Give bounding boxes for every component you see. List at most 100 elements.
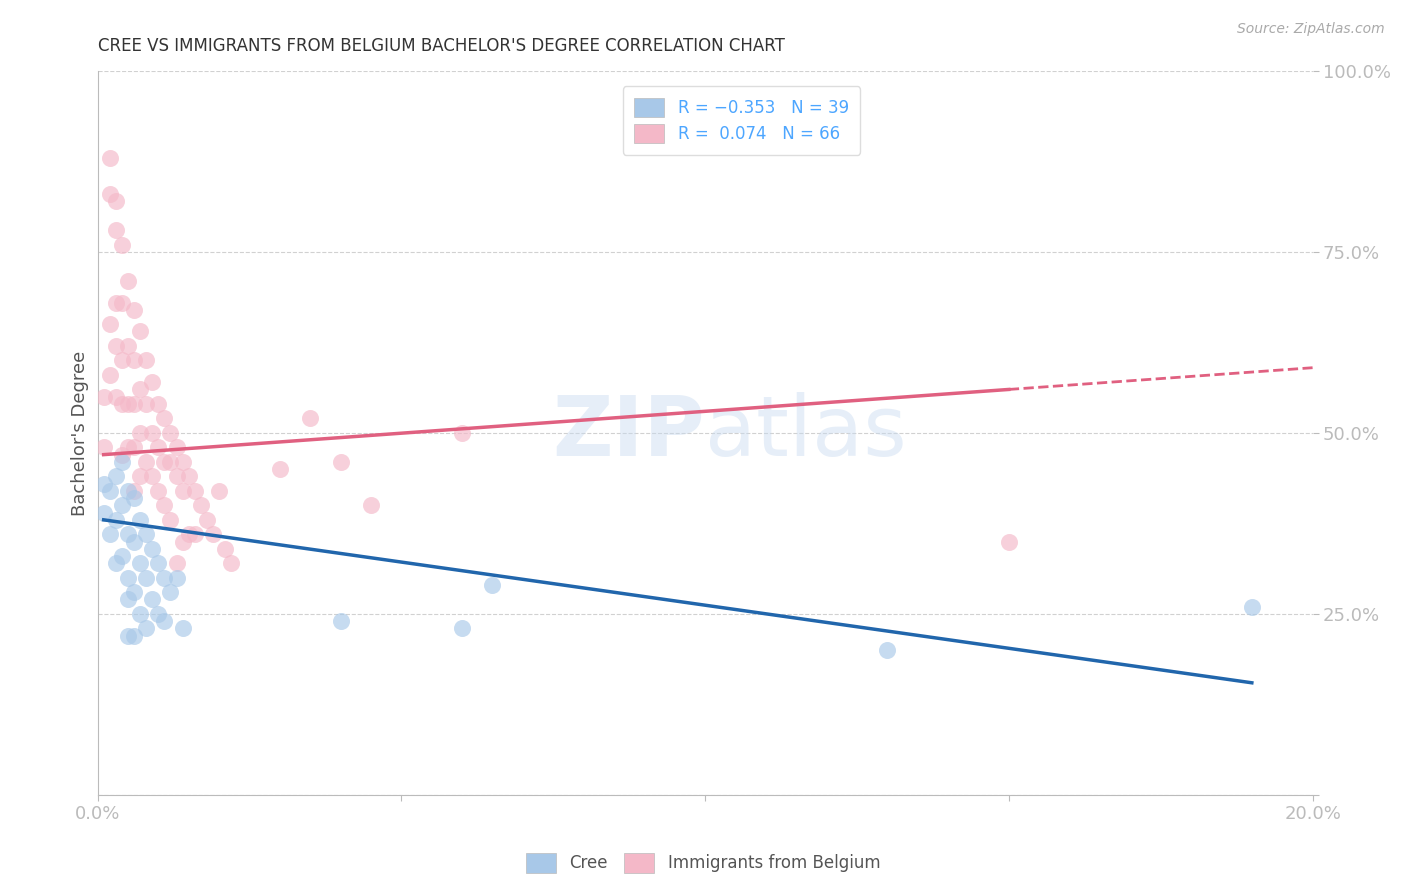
Point [159,455,181,469]
Point [153,571,176,585]
Point [148,556,170,570]
Point [111,448,134,462]
Point [111,549,134,563]
Point [117,441,139,455]
Point [117,274,139,288]
Point [104,390,127,404]
Point [129,469,152,483]
Point [269,462,291,476]
Text: ZIP: ZIP [553,392,704,474]
Point [117,629,139,643]
Point [129,325,152,339]
Point [184,527,207,541]
Point [122,629,145,643]
Point [299,411,322,425]
Y-axis label: Bachelor's Degree: Bachelor's Degree [72,351,89,516]
Point [201,527,224,541]
Point [111,499,134,513]
Point [481,578,503,592]
Point [104,194,127,208]
Point [122,585,145,599]
Point [177,469,200,483]
Point [329,455,352,469]
Point [104,556,127,570]
Point [122,397,145,411]
Point [166,556,188,570]
Point [141,469,163,483]
Legend: R = −0.353   N = 39, R =  0.074   N = 66: R = −0.353 N = 39, R = 0.074 N = 66 [623,87,860,155]
Point [195,513,218,527]
Point [129,383,152,397]
Point [172,534,194,549]
Point [104,469,127,483]
Point [93,390,115,404]
Point [135,527,157,541]
Point [166,469,188,483]
Point [141,541,163,556]
Point [141,592,163,607]
Point [135,397,157,411]
Text: CREE VS IMMIGRANTS FROM BELGIUM BACHELOR'S DEGREE CORRELATION CHART: CREE VS IMMIGRANTS FROM BELGIUM BACHELOR… [97,37,785,55]
Point [111,237,134,252]
Point [208,483,231,498]
Point [172,622,194,636]
Point [190,499,212,513]
Point [122,353,145,368]
Point [159,585,181,599]
Point [93,441,115,455]
Point [98,368,121,382]
Point [117,483,139,498]
Point [135,353,157,368]
Text: atlas: atlas [704,392,907,474]
Point [148,607,170,621]
Text: Source: ZipAtlas.com: Source: ZipAtlas.com [1237,22,1385,37]
Point [117,527,139,541]
Point [153,411,176,425]
Point [159,513,181,527]
Point [93,506,115,520]
Point [166,571,188,585]
Point [172,483,194,498]
Point [135,455,157,469]
Point [104,339,127,353]
Point [122,483,145,498]
Point [177,527,200,541]
Legend: Cree, Immigrants from Belgium: Cree, Immigrants from Belgium [519,847,887,880]
Point [122,491,145,505]
Point [111,353,134,368]
Point [214,541,236,556]
Point [451,425,474,440]
Point [1240,599,1263,614]
Point [98,318,121,332]
Point [117,571,139,585]
Point [111,295,134,310]
Point [166,441,188,455]
Point [104,223,127,237]
Point [117,592,139,607]
Point [998,534,1021,549]
Point [141,375,163,389]
Point [135,571,157,585]
Point [93,476,115,491]
Point [141,425,163,440]
Point [172,455,194,469]
Point [876,643,898,657]
Point [153,499,176,513]
Point [451,622,474,636]
Point [98,186,121,201]
Point [98,151,121,165]
Point [153,614,176,628]
Point [153,455,176,469]
Point [122,302,145,317]
Point [135,622,157,636]
Point [148,441,170,455]
Point [122,441,145,455]
Point [122,534,145,549]
Point [159,425,181,440]
Point [360,499,382,513]
Point [104,513,127,527]
Point [98,483,121,498]
Point [129,425,152,440]
Point [184,483,207,498]
Point [129,607,152,621]
